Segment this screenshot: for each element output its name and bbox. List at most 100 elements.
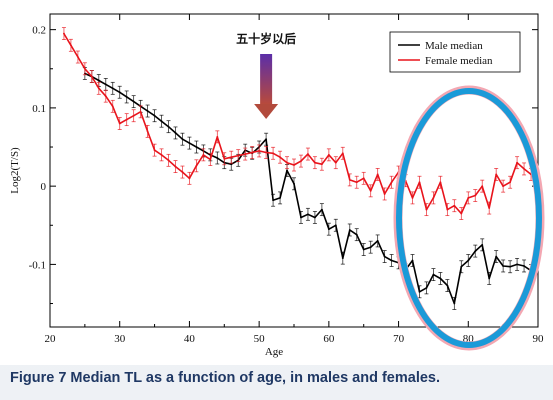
- data-point: [251, 151, 254, 154]
- data-point: [97, 79, 100, 82]
- x-tick-label: 30: [114, 333, 126, 345]
- data-point: [362, 248, 365, 251]
- data-point: [167, 159, 170, 162]
- data-point: [390, 181, 393, 184]
- data-point: [216, 157, 219, 159]
- annotation-arrow-head: [254, 104, 279, 119]
- data-point: [355, 233, 358, 236]
- data-point: [523, 168, 525, 170]
- data-point: [307, 153, 309, 155]
- data-point: [418, 290, 421, 293]
- data-point: [265, 151, 268, 154]
- data-point: [174, 165, 177, 168]
- series-1-group: [61, 27, 534, 220]
- data-point: [320, 163, 323, 166]
- data-point: [132, 100, 135, 103]
- data-point: [439, 277, 442, 280]
- data-point: [314, 161, 316, 164]
- data-point: [369, 246, 372, 249]
- data-point: [118, 91, 121, 94]
- data-point: [411, 196, 414, 199]
- data-point: [376, 240, 379, 242]
- data-point: [369, 189, 372, 192]
- y-tick-label: 0.2: [32, 25, 46, 37]
- data-point: [90, 75, 93, 78]
- y-tick-label: 0.1: [32, 103, 46, 115]
- data-point: [286, 169, 288, 172]
- data-point: [104, 83, 107, 86]
- data-point: [383, 193, 386, 195]
- data-point: [195, 164, 198, 167]
- data-point: [70, 44, 72, 47]
- data-point: [307, 213, 309, 216]
- x-tick-label: 70: [393, 333, 405, 345]
- data-point: [76, 56, 79, 58]
- data-point: [83, 67, 86, 70]
- x-tick-label: 40: [184, 333, 196, 345]
- x-tick-label: 60: [323, 333, 335, 345]
- x-tick-label: 20: [45, 333, 57, 345]
- data-point: [181, 171, 184, 173]
- series-line: [84, 72, 532, 305]
- data-point: [153, 114, 156, 117]
- data-point: [97, 87, 100, 90]
- data-point: [460, 265, 463, 268]
- data-point: [432, 273, 435, 276]
- data-point: [279, 156, 281, 159]
- data-point: [334, 161, 337, 164]
- data-point: [467, 259, 470, 262]
- data-point: [488, 207, 491, 209]
- data-point: [111, 105, 114, 108]
- data-point: [244, 153, 247, 155]
- data-point: [293, 182, 295, 185]
- data-point: [362, 177, 365, 180]
- legend-entry: Female median: [425, 55, 493, 67]
- data-point: [216, 135, 219, 138]
- series-line: [63, 33, 532, 215]
- data-point: [188, 177, 191, 180]
- x-tick-label: 50: [254, 333, 266, 345]
- data-point: [314, 216, 316, 219]
- data-point: [488, 277, 491, 280]
- data-point: [230, 163, 233, 166]
- chart-svg: 20 30 40 50 60 70 80 90 0.2 0.1 0 -0.1 Age Log2(T/S) M…: [9, 13, 545, 358]
- data-point: [460, 212, 463, 215]
- data-point: [258, 150, 261, 152]
- data-point: [467, 196, 470, 199]
- data-point: [495, 255, 498, 258]
- data-point: [376, 173, 379, 176]
- data-point: [230, 156, 233, 159]
- data-point: [237, 154, 240, 157]
- data-point: [209, 158, 212, 161]
- data-point: [453, 204, 456, 207]
- data-point: [481, 185, 484, 188]
- data-point: [104, 95, 107, 98]
- data-point: [146, 130, 149, 133]
- data-point: [153, 149, 156, 152]
- data-point: [523, 265, 525, 267]
- data-point: [125, 96, 128, 98]
- data-point: [174, 132, 177, 134]
- data-point: [132, 114, 135, 117]
- data-point: [509, 265, 512, 268]
- data-point: [223, 157, 226, 160]
- data-point: [279, 196, 281, 199]
- data-point: [474, 250, 477, 252]
- data-point: [341, 152, 344, 155]
- data-point: [446, 208, 449, 211]
- data-point: [502, 185, 505, 188]
- annotation-text: 五十岁以后: [236, 31, 296, 46]
- data-point: [411, 259, 414, 262]
- data-point: [418, 181, 421, 184]
- y-tick-label: 0: [41, 181, 47, 193]
- data-point: [425, 208, 428, 211]
- data-point: [160, 120, 163, 123]
- data-point: [272, 152, 274, 155]
- data-point: [320, 208, 323, 211]
- data-point: [160, 153, 163, 156]
- data-point: [167, 125, 170, 128]
- data-point: [265, 138, 268, 141]
- figure-caption: Figure 7 Median TL as a function of age,…: [10, 370, 441, 386]
- data-point: [195, 146, 198, 148]
- data-point: [516, 161, 518, 164]
